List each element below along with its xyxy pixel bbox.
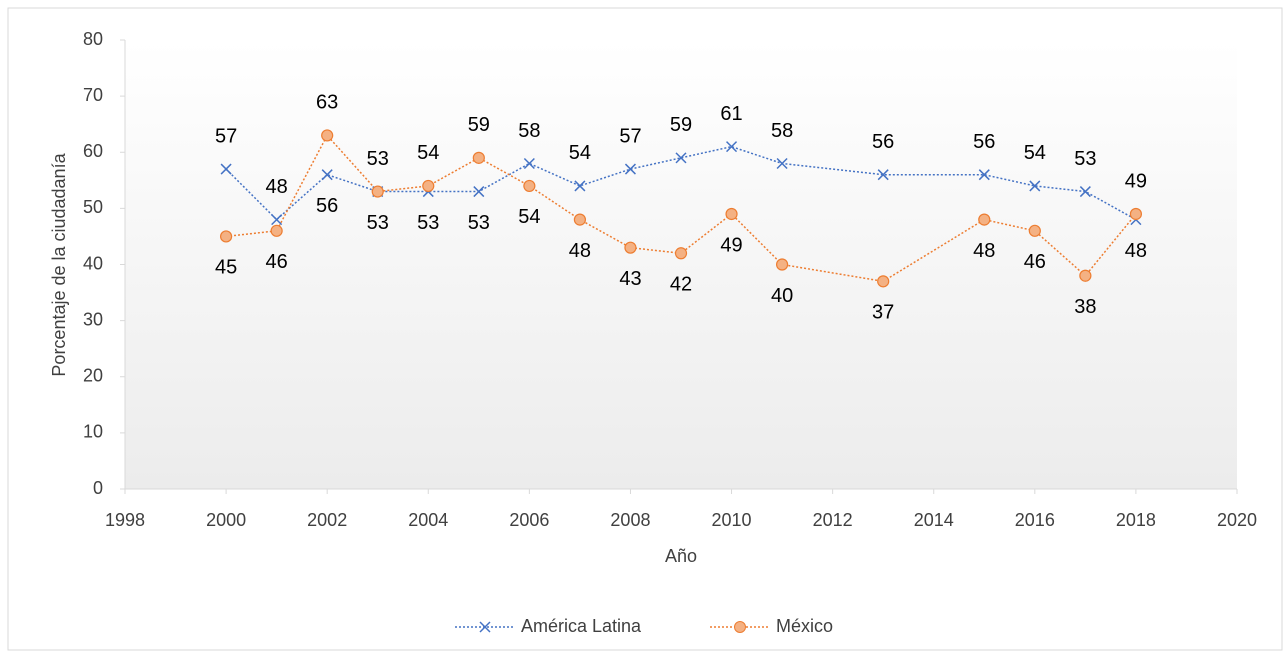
x-tick-label: 2010 (712, 510, 752, 530)
x-tick-label: 2004 (408, 510, 448, 530)
data-label: 54 (1024, 142, 1046, 164)
marker (270, 224, 283, 237)
y-tick-label: 70 (83, 85, 103, 105)
legend-label: México (776, 616, 833, 636)
data-label: 53 (417, 212, 439, 234)
marker (624, 163, 636, 175)
y-tick-label: 30 (83, 309, 103, 329)
data-label: 46 (266, 251, 288, 273)
data-label: 54 (417, 142, 439, 164)
data-label: 49 (1125, 170, 1147, 192)
legend-label: América Latina (521, 616, 642, 636)
data-label: 48 (569, 240, 591, 262)
data-label: 63 (316, 92, 338, 114)
marker (877, 169, 889, 181)
marker (573, 213, 587, 226)
marker (1079, 186, 1091, 198)
data-label: 54 (569, 142, 591, 164)
marker (371, 185, 384, 198)
data-label: 53 (367, 148, 389, 170)
marker (574, 180, 586, 192)
data-label: 59 (670, 114, 692, 136)
marker (674, 247, 688, 260)
data-label: 57 (215, 125, 237, 147)
marker (473, 186, 485, 198)
x-tick-label: 2016 (1015, 510, 1055, 530)
marker (1028, 224, 1041, 237)
data-label: 48 (973, 240, 995, 262)
data-label: 56 (973, 131, 995, 153)
x-tick-label: 2014 (914, 510, 954, 530)
data-label: 58 (518, 120, 540, 142)
marker (523, 157, 535, 170)
marker (271, 214, 283, 226)
x-axis-title: Año (665, 546, 697, 566)
legend-marker (479, 621, 491, 633)
marker (725, 207, 738, 221)
marker (1079, 269, 1092, 282)
y-tick-label: 40 (83, 253, 103, 273)
data-label: 42 (670, 274, 692, 296)
x-tick-label: 2002 (307, 510, 347, 530)
marker (472, 151, 485, 164)
x-tick-label: 2006 (509, 510, 549, 530)
marker (675, 152, 687, 164)
data-label: 56 (316, 195, 338, 217)
marker (1129, 207, 1143, 221)
marker (422, 179, 435, 193)
y-axis-title: Porcentaje de la ciudadanía (49, 152, 69, 376)
data-label: 53 (1074, 148, 1096, 170)
y-tick-label: 80 (83, 29, 103, 49)
data-label: 43 (619, 268, 641, 290)
y-tick-label: 0 (93, 478, 103, 498)
marker (978, 213, 991, 226)
marker (877, 275, 890, 288)
marker (321, 169, 333, 181)
marker (978, 169, 990, 181)
data-label: 46 (1024, 251, 1046, 273)
x-tick-label: 2000 (206, 510, 246, 530)
y-tick-label: 20 (83, 366, 103, 386)
marker (523, 179, 536, 193)
data-label: 48 (1125, 240, 1147, 262)
marker (1029, 180, 1041, 192)
data-label: 49 (720, 234, 742, 256)
x-tick-label: 2020 (1217, 510, 1257, 530)
data-label: 61 (720, 103, 742, 125)
marker (775, 258, 789, 271)
x-tick-label: 2018 (1116, 510, 1156, 530)
marker (321, 129, 334, 142)
x-tick-label: 2008 (610, 510, 650, 530)
y-tick-label: 10 (83, 422, 103, 442)
marker (219, 230, 233, 243)
data-label: 48 (266, 176, 288, 198)
data-label: 58 (771, 120, 793, 142)
data-label: 53 (367, 212, 389, 234)
data-label: 40 (771, 285, 793, 307)
y-tick-label: 60 (83, 141, 103, 161)
plot-area (125, 40, 1237, 489)
marker (220, 163, 232, 175)
marker (776, 157, 788, 170)
x-tick-label: 2012 (813, 510, 853, 530)
data-label: 37 (872, 302, 894, 324)
y-tick-label: 50 (83, 197, 103, 217)
data-label: 45 (215, 257, 237, 279)
data-label: 57 (619, 125, 641, 147)
data-label: 56 (872, 131, 894, 153)
data-label: 54 (518, 206, 540, 228)
legend-marker (734, 621, 746, 633)
x-tick-label: 1998 (105, 510, 145, 530)
series-line (226, 134, 1137, 283)
marker (624, 241, 637, 254)
data-label: 38 (1074, 296, 1096, 318)
marker (726, 141, 738, 153)
series-line (225, 145, 1137, 221)
data-label: 59 (468, 114, 490, 136)
data-label: 53 (468, 212, 490, 234)
